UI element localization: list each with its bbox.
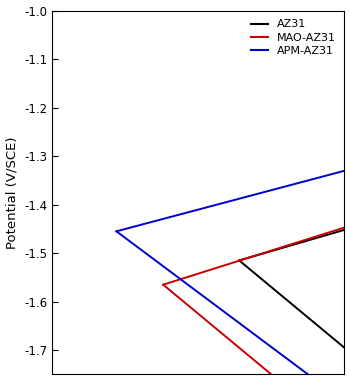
Y-axis label: Potential (V/SCE): Potential (V/SCE) <box>6 136 19 249</box>
Legend: AZ31, MAO-AZ31, APM-AZ31: AZ31, MAO-AZ31, APM-AZ31 <box>248 16 339 59</box>
